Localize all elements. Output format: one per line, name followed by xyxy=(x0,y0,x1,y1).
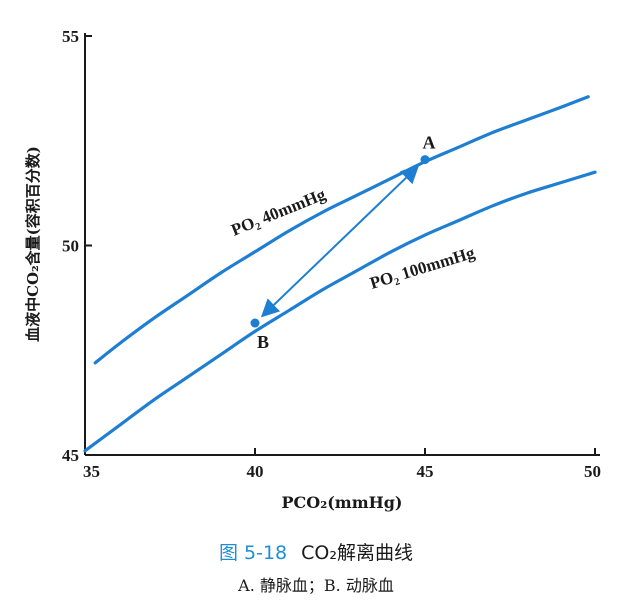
x-tick-label: 40 xyxy=(247,462,264,481)
x-tick-label: 50 xyxy=(584,462,601,481)
y-tick-label: 55 xyxy=(62,27,79,46)
x-axis-title: PCO₂(mmHg) xyxy=(281,493,402,512)
figure-subcaption: A. 静脉血；B. 动脉血 xyxy=(238,576,394,595)
figure-number: 图 5-18 xyxy=(218,542,288,564)
figure-caption: 图 5-18 CO₂解离曲线 xyxy=(0,538,632,565)
transition-arrow xyxy=(260,165,420,318)
y-tick-label: 45 xyxy=(62,446,79,465)
point-b-marker xyxy=(250,318,260,328)
x-tick-label: 35 xyxy=(83,462,100,481)
x-tick-label: 45 xyxy=(417,462,434,481)
point-a-marker xyxy=(420,155,430,165)
series-label-po2-100: PO₂ 100mmHg xyxy=(368,243,478,293)
point-b-label: B xyxy=(257,332,269,352)
point-a-label: A xyxy=(423,133,436,153)
y-axis-title: 血液中CO₂含量(容积百分数) xyxy=(24,146,42,342)
series-line-1 xyxy=(93,95,590,365)
y-tick-label: 50 xyxy=(62,237,79,256)
series-label-po2-40: PO₂ 40mmHg xyxy=(228,184,328,239)
figure-title: CO₂解离曲线 xyxy=(301,542,413,564)
